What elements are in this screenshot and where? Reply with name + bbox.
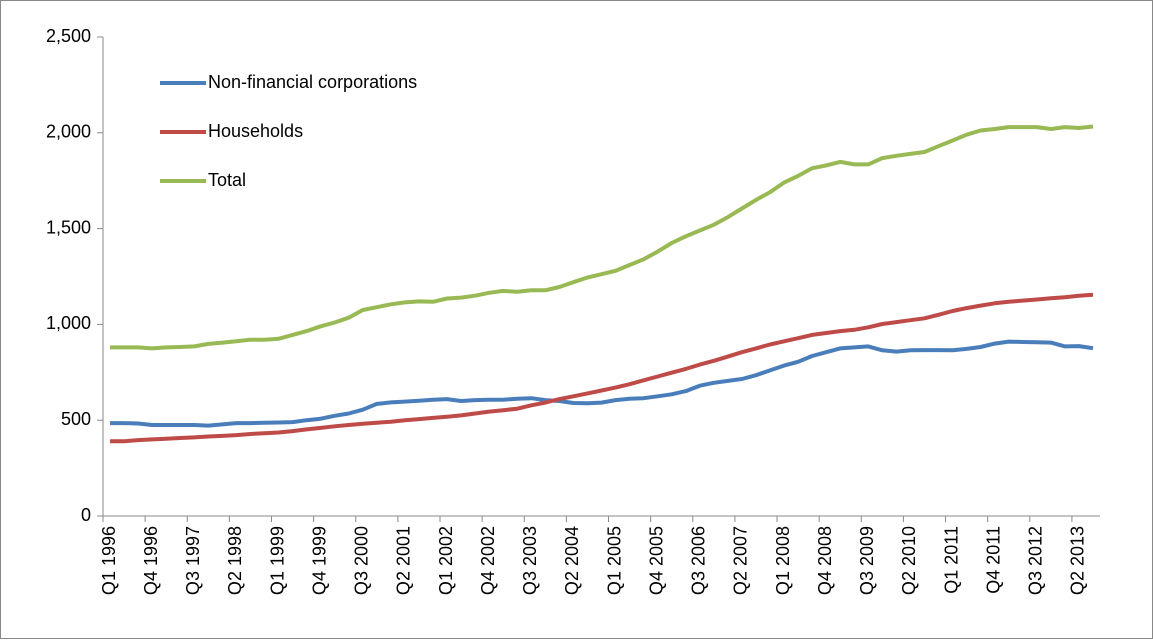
x-tick-label: Q4 1996: [141, 526, 161, 595]
x-tick-label: Q3 2003: [520, 526, 540, 595]
x-tick-label: Q4 1999: [309, 526, 329, 595]
x-tick-label: Q3 2012: [1026, 526, 1046, 595]
x-tick-label: Q1 2002: [436, 526, 456, 595]
x-tick-label: Q2 2007: [731, 526, 751, 595]
x-tick-label: Q4 2008: [815, 526, 835, 595]
x-tick-label: Q3 2006: [689, 526, 709, 595]
series-line: [110, 292, 1094, 444]
legend-label: Non-financial corporations: [208, 72, 417, 92]
x-tick-label: Q1 2008: [773, 526, 793, 595]
x-tick-label: Q2 2001: [394, 526, 414, 595]
y-tick-label: 1,000: [46, 313, 91, 333]
y-tick-label: 1,500: [46, 217, 91, 237]
x-tick-label: Q2 1998: [225, 526, 245, 595]
y-tick-label: 2,500: [46, 26, 91, 46]
legend-label: Total: [208, 170, 246, 190]
x-tick-label: Q1 1996: [99, 526, 119, 595]
series-line: [110, 339, 1094, 428]
y-tick-label: 0: [81, 505, 91, 525]
x-tick-label: Q4 2002: [478, 526, 498, 595]
y-tick-label: 2,000: [46, 122, 91, 142]
x-tick-label: Q2 2004: [562, 526, 582, 595]
legend-label: Households: [208, 121, 303, 141]
y-tick-label: 500: [61, 409, 91, 429]
x-tick-label: Q1 2011: [941, 526, 961, 594]
x-tick-label: Q1 1999: [267, 526, 287, 595]
x-tick-label: Q1 2005: [604, 526, 624, 595]
x-tick-label: Q2 2010: [899, 526, 919, 595]
x-tick-label: Q4 2011: [983, 526, 1003, 594]
x-tick-label: Q3 2000: [352, 526, 372, 595]
x-tick-label: Q2 2013: [1068, 526, 1088, 595]
series-line: [110, 124, 1094, 351]
x-tick-label: Q4 2005: [646, 526, 666, 595]
x-tick-label: Q3 2009: [857, 526, 877, 595]
x-tick-label: Q3 1997: [183, 526, 203, 595]
